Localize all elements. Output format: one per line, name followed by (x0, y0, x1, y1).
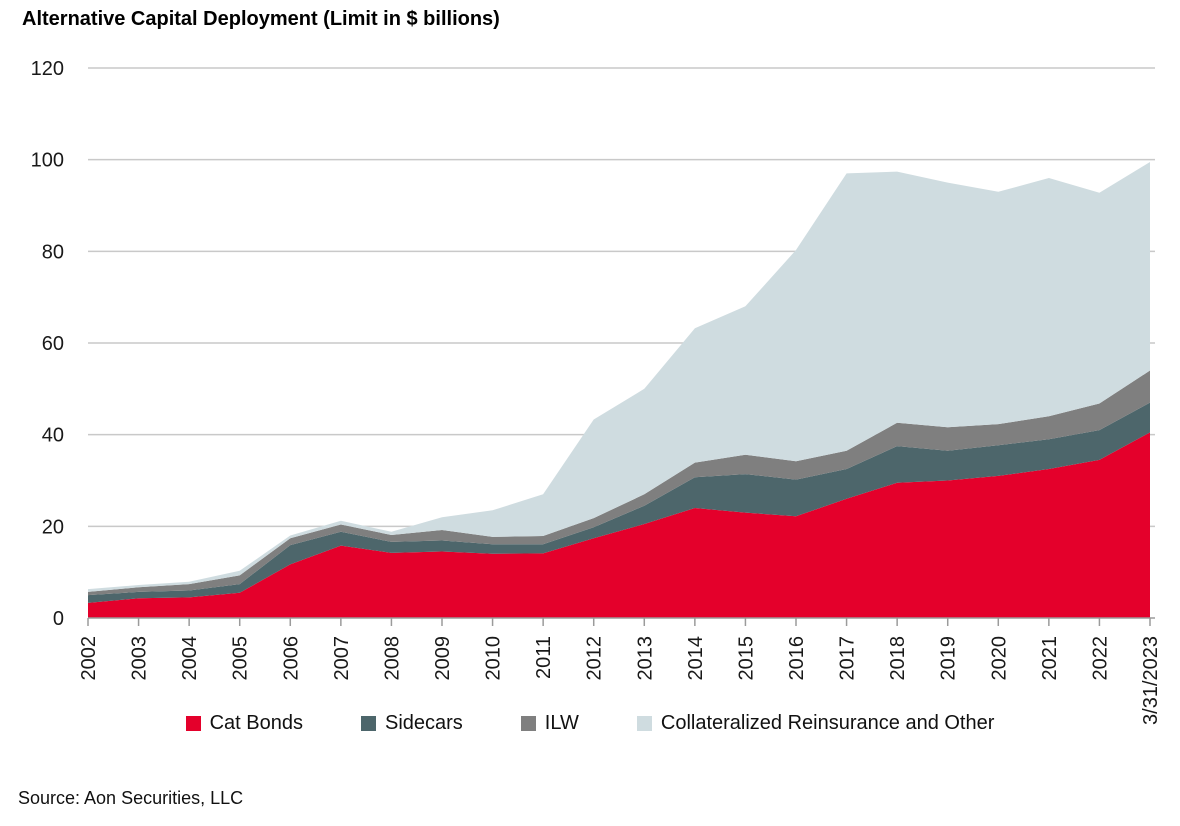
legend-label-sidecars: Sidecars (384, 712, 463, 734)
y-tick-label: 60 (42, 333, 64, 355)
legend-label-cat-bonds: Cat Bonds (209, 712, 303, 734)
area-cat-bonds (88, 432, 1150, 618)
legend-item-ilw: ILW (520, 712, 579, 735)
y-tick-label: 20 (42, 516, 64, 538)
legend-swatch-cat-bonds (185, 716, 201, 731)
x-tick-label: 2016 (786, 636, 808, 681)
x-tick-label: 2022 (1089, 636, 1111, 681)
y-tick-label: 120 (31, 58, 64, 80)
legend-swatch-collateralized-reinsurance (636, 716, 652, 731)
x-tick-label: 2009 (432, 636, 454, 681)
x-tick-label: 2014 (685, 636, 707, 681)
x-tick-label: 2005 (230, 636, 252, 681)
x-tick-label: 2012 (584, 636, 606, 681)
area-collateralized-reinsurance-and-other (88, 162, 1150, 592)
x-tick-label: 2020 (988, 636, 1010, 681)
x-tick-label: 2017 (837, 636, 859, 681)
legend-item-cat-bonds: Cat Bonds (185, 712, 303, 735)
x-tick-label: 3/31/2023 (1140, 636, 1162, 725)
legend-swatch-ilw (520, 716, 536, 731)
chart-legend: Cat Bonds Sidecars ILW Collateralized Re… (0, 712, 1180, 735)
x-tick-label: 2011 (533, 636, 555, 679)
legend-item-sidecars: Sidecars (360, 712, 463, 735)
x-tick-label: 2010 (483, 636, 505, 681)
area-sidecars (88, 402, 1150, 603)
y-tick-label: 40 (42, 425, 64, 447)
x-tick-label: 2008 (381, 636, 403, 681)
x-tick-label: 2015 (735, 636, 757, 681)
source-note: Source: Aon Securities, LLC (18, 788, 244, 808)
x-tick-label: 2006 (280, 636, 302, 681)
legend-item-collateralized-reinsurance: Collateralized Reinsurance and Other (636, 712, 995, 735)
legend-label-collateralized-reinsurance: Collateralized Reinsurance and Other (660, 712, 995, 734)
legend-label-ilw: ILW (544, 712, 579, 734)
x-tick-label: 2003 (129, 636, 151, 681)
x-tick-label: 2019 (938, 636, 960, 681)
y-tick-label: 0 (53, 608, 64, 630)
x-tick-label: 2021 (1039, 636, 1061, 681)
y-tick-label: 80 (42, 241, 64, 263)
x-tick-label: 2004 (179, 636, 201, 681)
legend-swatch-sidecars (360, 716, 376, 731)
y-tick-label: 100 (31, 150, 64, 172)
x-tick-label: 2002 (78, 636, 100, 681)
chart-title: Alternative Capital Deployment (Limit in… (22, 8, 500, 30)
x-tick-label: 2018 (887, 636, 909, 681)
x-tick-label: 2007 (331, 636, 353, 681)
x-tick-label: 2013 (634, 636, 656, 681)
